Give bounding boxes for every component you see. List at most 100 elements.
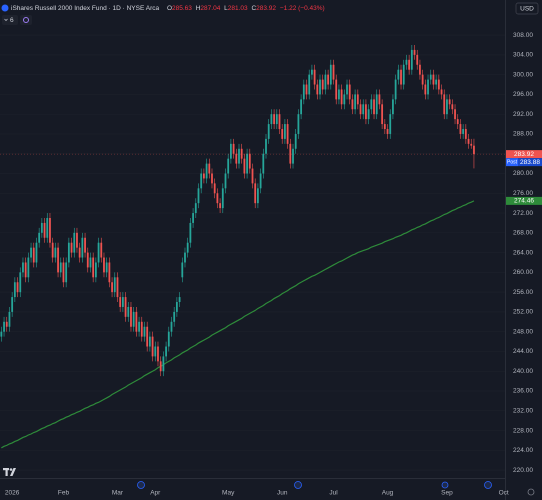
x-tick-label: Aug <box>382 490 394 497</box>
y-tick-label: 300.00 <box>513 71 533 78</box>
moving-average-line <box>1 200 475 449</box>
candle-body <box>311 69 313 75</box>
candle-body <box>238 148 240 164</box>
x-tick-label: Apr <box>150 490 161 497</box>
y-tick-label: 292.00 <box>513 111 533 118</box>
indicators-toggle[interactable]: 6 <box>2 15 32 25</box>
candle-body <box>100 242 103 258</box>
candle-body <box>221 188 224 209</box>
candle-body <box>165 346 167 357</box>
candle-body <box>362 104 365 115</box>
candle-body <box>462 129 465 134</box>
candle-body <box>19 272 22 293</box>
candle-body <box>157 346 159 362</box>
candle-body <box>13 282 16 298</box>
candle-body <box>289 143 292 164</box>
settings-icon[interactable] <box>527 488 535 496</box>
candle-body <box>78 247 81 258</box>
candle-body <box>456 119 459 125</box>
candle-body <box>416 54 419 65</box>
x-tick-label: 2026 <box>5 490 20 497</box>
currency-box[interactable] <box>515 2 539 15</box>
candle-body <box>11 297 14 312</box>
candle-body <box>389 114 392 134</box>
icon <box>23 17 29 23</box>
candle-body <box>70 242 73 253</box>
candle-body <box>292 148 294 164</box>
candle-body <box>402 64 405 85</box>
candle-body <box>46 217 49 238</box>
candle-body <box>175 302 178 312</box>
candle-body <box>329 64 332 85</box>
candle-body <box>200 173 203 189</box>
candle-body <box>148 336 151 347</box>
candle-body <box>189 222 192 243</box>
chevron <box>4 18 8 22</box>
candle-body <box>427 79 429 95</box>
candle-body <box>302 84 305 100</box>
time-axis: 2026 Feb Mar Apr May Jun Jul Aug Sep Oct <box>5 490 509 497</box>
candle-body <box>332 64 335 80</box>
y-tick-label: 280.00 <box>513 170 533 177</box>
candle-body <box>324 74 327 90</box>
event-icon[interactable] <box>484 481 492 489</box>
candle-body <box>251 168 254 184</box>
candle-body <box>354 94 357 110</box>
candle-body <box>67 242 70 263</box>
y-tick-label: 256.00 <box>513 289 533 296</box>
symbol-title[interactable]: iShares Russell 2000 Index Fund · 1D · N… <box>11 5 160 12</box>
y-tick-label: 288.00 <box>513 131 533 138</box>
y-tick-label: 264.00 <box>513 249 533 256</box>
open-label: O <box>167 5 172 12</box>
candle-body <box>413 49 416 55</box>
candle-body <box>313 69 316 85</box>
candle-body <box>51 242 54 258</box>
event-icon[interactable] <box>441 481 449 489</box>
candle-body <box>143 326 146 337</box>
candle-body <box>259 173 262 189</box>
candle-body <box>227 158 230 174</box>
icon-bg[interactable] <box>20 15 32 25</box>
logo-part <box>10 468 16 476</box>
symbol-icon[interactable] <box>1 4 9 12</box>
y-tick-label: 232.00 <box>513 407 533 414</box>
y-tick-label: 244.00 <box>513 348 533 355</box>
candle-body <box>367 109 370 120</box>
candle-body <box>410 49 413 70</box>
toggle-bg[interactable] <box>2 15 18 25</box>
low-label: L <box>224 5 228 12</box>
last-price-label: 283.92 <box>514 151 534 158</box>
price-axis: 220.00 224.00 228.00 232.00 236.00 240.00 244.… <box>506 32 542 474</box>
y-tick-label: 260.00 <box>513 269 533 276</box>
event-icon[interactable] <box>137 481 145 489</box>
candle-body <box>86 252 89 268</box>
candle-body <box>16 282 19 293</box>
candle-body <box>138 321 140 332</box>
candle-body <box>208 163 211 174</box>
candle-body <box>365 104 367 120</box>
candle-body <box>459 124 462 134</box>
candle-body <box>159 361 162 372</box>
candle-body <box>408 59 411 70</box>
candle-body <box>392 99 394 115</box>
candle-body <box>76 232 78 248</box>
x-tick-label: Oct <box>499 490 509 497</box>
candle-body <box>84 237 86 253</box>
currency-button[interactable]: USD <box>515 2 539 15</box>
candle-body <box>248 153 251 169</box>
candle-body <box>394 79 397 100</box>
candle-body <box>105 262 108 273</box>
event-icon[interactable] <box>294 481 302 489</box>
plot-area <box>0 44 505 449</box>
y-tick-label: 304.00 <box>513 52 533 59</box>
candle-body <box>22 262 24 273</box>
candle-body <box>8 311 11 327</box>
candle-body <box>27 257 30 278</box>
candle-body <box>275 114 278 125</box>
candle-body <box>373 99 375 115</box>
indicator-count: 6 <box>10 17 14 24</box>
candle-body <box>421 74 424 85</box>
candle-body <box>43 222 46 238</box>
candle-body <box>440 89 443 95</box>
